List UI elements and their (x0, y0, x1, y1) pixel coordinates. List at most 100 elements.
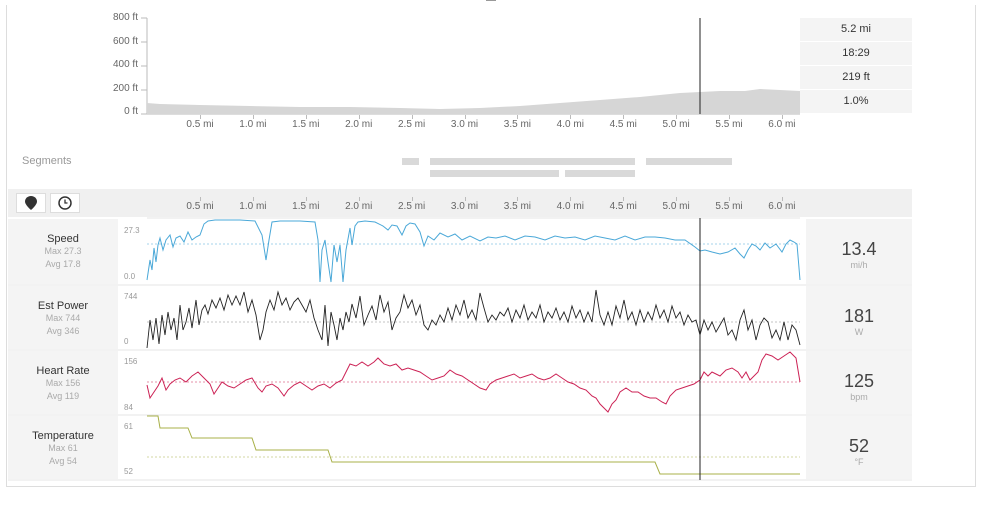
x-axis-tick (517, 197, 519, 201)
x-axis-label: 5.0 mi (662, 119, 690, 130)
x-axis-label: 5.0 mi (662, 201, 690, 212)
x-axis-tick (305, 197, 307, 201)
x-axis-label: 2.5 mi (397, 119, 426, 130)
x-axis-tick (358, 115, 360, 119)
segment-bar[interactable] (646, 158, 732, 165)
x-axis-tick (517, 115, 519, 119)
metric-avg: Avg 54 (49, 456, 77, 466)
heart-rate-series (146, 351, 801, 413)
elev-y-label: 0 ft (124, 106, 138, 117)
x-axis-tick (781, 115, 783, 119)
segments-label: Segments (22, 155, 72, 167)
metric-max: Max 156 (45, 378, 81, 388)
hr-ymin: 84 (124, 403, 133, 412)
elevation-area (147, 89, 800, 114)
metric-max: Max 27.3 (44, 246, 82, 256)
metric-max: Max 61 (48, 443, 78, 453)
segment-bar[interactable] (565, 170, 635, 177)
x-axis-tick (729, 197, 730, 201)
elev-y-label: 800 ft (112, 12, 138, 23)
summary-elevation: 219 ft (800, 66, 912, 90)
segment-bar[interactable] (402, 158, 419, 165)
x-axis-label: 0.5 mi (186, 201, 214, 212)
metric-label-heart-rate: Heart Rate Max 156 Avg 119 (8, 351, 118, 414)
metric-unit: mi/h (850, 260, 868, 270)
metric-avg: Avg 17.8 (45, 259, 81, 269)
metric-max: Max 744 (45, 313, 81, 323)
temp-ymin: 52 (124, 467, 133, 476)
x-axis-tick (252, 115, 254, 119)
metric-value-speed: 13.4 mi/h (806, 219, 912, 284)
power-series (146, 289, 801, 349)
x-axis-label: 6.0 mi (768, 201, 796, 212)
x-axis-tick (781, 197, 783, 201)
x-axis-label: 1.0 mi (239, 119, 267, 130)
x-axis-label: 3.5 mi (503, 201, 532, 212)
metric-current-value: 13.4 (841, 239, 877, 259)
metric-value-temperature: 52 °F (806, 416, 912, 479)
metric-label-speed: Speed Max 27.3 Avg 17.8 (8, 219, 118, 284)
power-ymax: 744 (124, 292, 138, 301)
x-axis-label: 0.5 mi (186, 119, 214, 130)
x-axis-tick (676, 197, 678, 201)
x-axis-label: 5.5 mi (715, 201, 743, 212)
x-axis-label: 4.5 mi (609, 119, 637, 130)
segment-bar[interactable] (430, 158, 635, 165)
metric-current-value: 52 (848, 436, 870, 456)
x-axis-label: 2.0 mi (345, 119, 373, 130)
power-ymin: 0 (124, 337, 129, 346)
summary-grade: 1.0% (800, 90, 912, 114)
x-axis-label: 2.5 mi (397, 201, 426, 212)
speed-ymin: 0.0 (124, 272, 136, 281)
temperature-series (147, 415, 800, 475)
x-axis-label: 3.0 mi (450, 201, 479, 212)
x-axis-label: 1.0 mi (239, 201, 267, 212)
x-axis-tick (623, 115, 625, 119)
x-axis-label: 2.0 mi (345, 201, 373, 212)
metric-avg: Avg 119 (46, 391, 80, 401)
x-axis-tick (411, 197, 413, 201)
x-axis-tick (305, 115, 307, 119)
temp-ymax: 61 (124, 422, 133, 431)
activity-analysis-panel (6, 5, 976, 487)
x-axis-label: 5.5 mi (715, 119, 743, 130)
metric-unit: °F (854, 457, 864, 467)
x-axis-label: 4.5 mi (609, 201, 637, 212)
x-axis-label: 1.5 mi (292, 201, 320, 212)
x-axis-label: 1.5 mi (292, 119, 320, 130)
time-mode-button[interactable] (50, 193, 80, 213)
metric-current-value: 125 (843, 371, 875, 391)
distance-mode-button[interactable] (16, 193, 46, 213)
chart-toolbar (8, 189, 912, 217)
segment-bar[interactable] (430, 170, 559, 177)
x-axis-tick (570, 115, 572, 119)
x-axis-tick (252, 197, 254, 201)
metric-name: Heart Rate (36, 365, 90, 377)
metric-name: Temperature (32, 430, 94, 442)
metric-current-value: 181 (843, 306, 875, 326)
x-axis-tick (464, 115, 466, 119)
summary-time: 18:29 (800, 42, 912, 66)
summary-panel: 5.2 mi 18:29 219 ft 1.0% (800, 18, 912, 114)
x-axis-tick (623, 197, 625, 201)
metric-value-power: 181 W (806, 286, 912, 349)
metric-name: Est Power (37, 300, 89, 312)
elevation-chart[interactable] (0, 0, 984, 130)
x-axis-label: 6.0 mi (768, 119, 796, 130)
x-axis-tick (729, 115, 730, 119)
metric-value-heart-rate: 125 bpm (806, 351, 912, 414)
map-pin-icon (25, 196, 37, 210)
x-axis-tick (358, 197, 360, 201)
x-axis-tick (676, 115, 678, 119)
elev-y-label: 200 ft (112, 83, 138, 94)
metric-name: Speed (47, 233, 79, 245)
clock-icon (58, 196, 72, 210)
x-axis-tick (200, 115, 201, 119)
metric-avg: Avg 346 (46, 326, 80, 336)
x-axis-tick (411, 115, 413, 119)
x-axis-label: 3.0 mi (450, 119, 479, 130)
drag-handle[interactable] (486, 0, 496, 1)
hr-ymax: 156 (124, 357, 138, 366)
metric-unit: W (854, 327, 864, 337)
